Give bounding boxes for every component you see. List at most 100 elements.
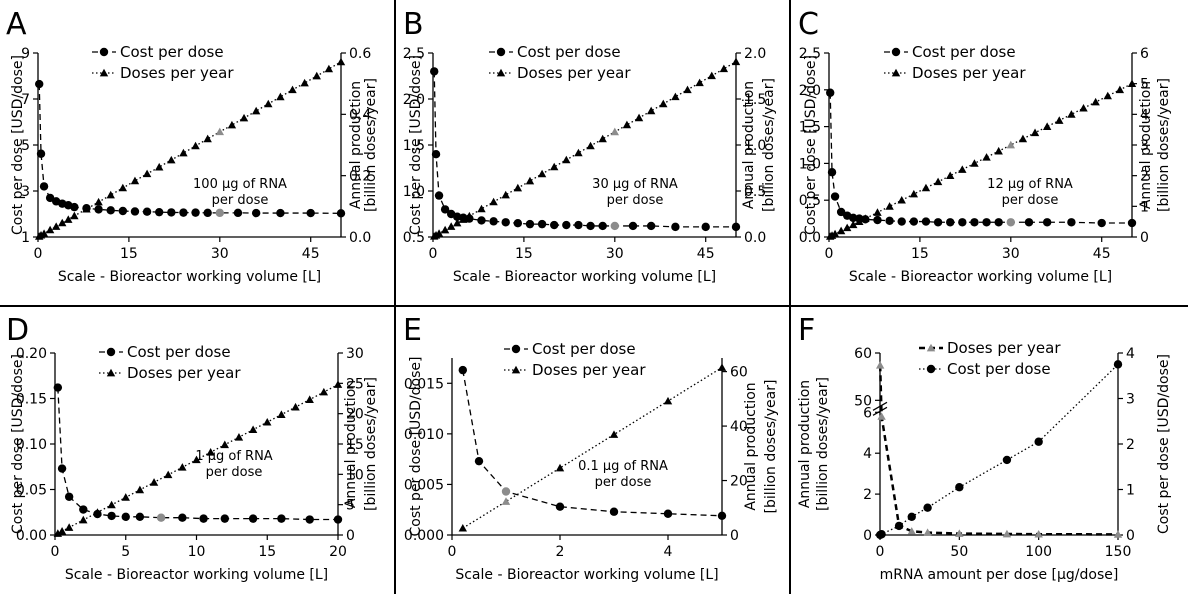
right-y-tick-label: 5 <box>1140 77 1149 93</box>
legend-label: Doses per year <box>532 361 646 379</box>
data-point-triangle <box>45 225 55 234</box>
data-point-circle <box>909 217 919 226</box>
x-tick-label: 20 <box>329 544 347 560</box>
data-point-circle <box>167 208 176 217</box>
data-point-triangle <box>1103 91 1112 100</box>
right-y-axis-label: Annual production <box>743 382 759 510</box>
annotation-text: per dose <box>206 465 263 480</box>
data-point-circle <box>1097 218 1106 228</box>
data-point-triangle <box>82 204 91 213</box>
panel-letter: C <box>798 7 819 42</box>
right-y-tick-label: 0.0 <box>744 230 766 246</box>
data-point-triangle <box>489 197 498 206</box>
data-point-triangle <box>277 410 286 418</box>
data-point-triangle <box>659 99 668 108</box>
data-point-triangle <box>477 204 486 213</box>
data-point-circle <box>333 515 343 524</box>
data-point-triangle <box>453 218 462 227</box>
right-y-tick-label: 0.5 <box>744 184 766 200</box>
x-axis-label: Scale - Bioreactor working volume [L] <box>65 567 328 583</box>
series-line-cost-per-dose <box>462 370 723 517</box>
left-y-tick-label: 2 <box>863 487 872 503</box>
data-point-triangle <box>458 523 467 532</box>
right-y-tick-label: 0.2 <box>349 169 371 185</box>
data-point-circle <box>306 208 315 218</box>
data-point-circle <box>118 206 128 216</box>
left-y-tick-label: 0.0 <box>799 230 821 246</box>
data-point-triangle <box>875 361 885 369</box>
data-point-circle <box>305 515 314 524</box>
x-tick-label: 15 <box>258 544 276 560</box>
left-y-tick-label: 0.5 <box>799 193 821 209</box>
data-point-circle <box>830 192 840 201</box>
data-point-circle <box>827 168 837 177</box>
data-point-triangle <box>264 99 273 108</box>
axis-break-mark <box>872 406 888 416</box>
data-point-circle <box>562 220 571 230</box>
legend-label: Doses per year <box>120 64 234 82</box>
data-point-triangle <box>227 120 237 129</box>
data-point-triangle <box>64 523 74 531</box>
data-point-triangle <box>695 78 704 87</box>
x-tick-label: 2 <box>556 544 565 560</box>
data-point-triangle <box>300 78 309 87</box>
legend-marker-circle <box>496 47 506 57</box>
data-point-triangle <box>1091 97 1100 106</box>
right-y-tick-label: 25 <box>346 376 364 392</box>
data-point-circle <box>586 221 595 231</box>
data-point-circle <box>57 464 67 473</box>
data-point-circle <box>142 207 152 216</box>
right-y-tick-label: 10 <box>346 467 364 483</box>
x-axis-label: Scale - Bioreactor working volume [L] <box>849 269 1112 285</box>
right-y-tick-label: 20 <box>346 407 364 423</box>
data-point-triangle <box>239 113 249 122</box>
data-point-triangle <box>291 402 300 411</box>
panel-letter: E <box>403 313 422 348</box>
right-y-tick-label: 1.0 <box>744 138 766 154</box>
series-line-doses-per-year <box>38 61 342 237</box>
data-point-triangle <box>897 196 906 204</box>
data-point-triangle <box>574 148 583 157</box>
x-tick-label: 10 <box>188 544 206 560</box>
data-point-circle <box>39 182 49 191</box>
right-y-tick-label: 60 <box>730 365 748 381</box>
data-point-triangle <box>53 529 63 537</box>
data-point-triangle <box>731 57 741 66</box>
data-point-triangle <box>459 215 468 223</box>
annotation-text: 12 μg of RNA <box>987 177 1073 192</box>
data-point-circle <box>1042 218 1052 227</box>
data-point-circle <box>64 492 74 501</box>
data-point-triangle <box>251 106 261 115</box>
x-axis-label: Scale - Bioreactor working volume [L] <box>453 269 716 285</box>
data-point-circle <box>79 505 88 514</box>
legend-label: Doses per year <box>517 64 631 82</box>
right-y-tick-label: 6 <box>1140 46 1149 62</box>
left-y-tick-label: 4 <box>863 446 872 462</box>
right-y-axis-label: [billion doses/year] <box>363 78 379 212</box>
x-tick-label: 45 <box>1093 246 1111 262</box>
annotation-text: per dose <box>607 193 664 208</box>
data-point-triangle <box>663 396 673 405</box>
data-point-triangle <box>501 497 511 505</box>
left-y-tick-label: 0.20 <box>16 346 47 362</box>
data-point-triangle <box>646 106 656 115</box>
x-tick-label: 4 <box>664 544 673 560</box>
data-point-circle <box>477 216 486 225</box>
x-axis-label: Scale - Bioreactor working volume [L] <box>58 269 321 285</box>
x-tick-label: 45 <box>302 246 320 262</box>
legend-marker-circle <box>99 47 109 57</box>
data-point-triangle <box>446 222 456 230</box>
right-y-tick-label: 0 <box>730 528 739 544</box>
right-y-tick-label: 0 <box>1140 230 1149 246</box>
left-y-tick-label: 0.5 <box>403 230 425 246</box>
x-tick-label: 150 <box>1105 544 1132 560</box>
data-point-circle <box>717 511 727 520</box>
left-y-tick-label: 3 <box>21 184 30 200</box>
right-y-axis-label: Annual production <box>1138 81 1154 209</box>
left-y-tick-label: 2.5 <box>799 46 821 62</box>
right-y-tick-label: 1 <box>1126 483 1135 499</box>
data-point-triangle <box>598 134 607 143</box>
annotation-text: 30 μg of RNA <box>592 177 678 192</box>
